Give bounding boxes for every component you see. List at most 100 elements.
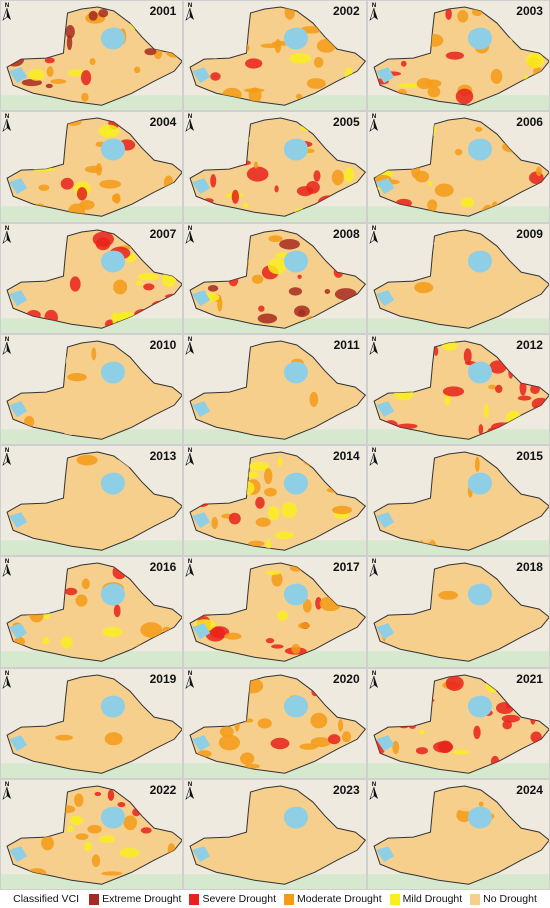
year-label: 2010 xyxy=(149,337,177,352)
drought-patch xyxy=(146,133,157,147)
drought-patch xyxy=(483,403,489,418)
svg-text:N: N xyxy=(371,226,375,232)
drought-patch xyxy=(98,124,120,138)
study-region xyxy=(373,451,549,551)
map-drawing xyxy=(367,229,549,333)
drought-patch xyxy=(243,203,249,209)
drought-patch xyxy=(474,127,483,133)
drought-patch xyxy=(149,191,166,206)
drought-patch xyxy=(244,763,261,769)
drought-patch xyxy=(222,39,230,55)
drought-patch xyxy=(248,540,265,547)
drought-patch xyxy=(28,122,47,136)
drought-patch xyxy=(289,53,312,64)
svg-text:N: N xyxy=(371,3,375,9)
drought-patch xyxy=(28,68,46,81)
north-arrow-icon: N xyxy=(185,559,195,578)
river-water xyxy=(9,178,28,195)
legend-swatch-severe xyxy=(189,893,200,905)
north-arrow-icon: N xyxy=(369,448,378,466)
drought-patch xyxy=(137,272,160,281)
lake xyxy=(284,583,309,606)
drought-patch xyxy=(45,232,53,247)
drought-patch xyxy=(29,821,46,830)
study-region xyxy=(6,674,183,774)
drought-patch xyxy=(427,181,433,186)
svg-text:N: N xyxy=(5,114,9,120)
year-label: 2006 xyxy=(516,115,543,130)
map-panel-2022: N 2022 xyxy=(0,778,184,890)
drought-patch xyxy=(303,454,324,467)
drought-patch xyxy=(535,166,542,177)
drought-patch xyxy=(347,582,363,592)
north-arrow-icon: N xyxy=(185,448,195,466)
drought-patch xyxy=(315,597,323,610)
year-label: 2004 xyxy=(149,115,177,130)
drought-patch xyxy=(400,60,407,67)
drought-patch xyxy=(294,305,311,317)
drought-patch xyxy=(30,507,48,515)
north-arrow-icon: N xyxy=(2,337,11,355)
year-label: 2002 xyxy=(332,4,360,18)
drought-patch xyxy=(317,38,337,53)
drought-patch xyxy=(104,731,123,745)
map-panel-2002: N 2002 xyxy=(183,0,367,112)
drought-patch xyxy=(271,644,284,649)
north-arrow-icon: N xyxy=(2,559,11,578)
drought-patch xyxy=(471,8,483,17)
north-arrow-icon: N xyxy=(185,671,195,689)
drought-patch xyxy=(75,833,89,840)
drought-patch xyxy=(315,458,320,472)
drought-patch xyxy=(257,312,278,323)
drought-patch xyxy=(402,129,409,136)
drought-patch xyxy=(382,354,404,367)
year-label: 2023 xyxy=(332,782,360,797)
drought-patch xyxy=(266,570,281,576)
map-panel-2007: N 2007 xyxy=(0,222,184,334)
study-region xyxy=(373,562,549,662)
north-arrow-icon: N xyxy=(2,671,11,689)
study-region xyxy=(373,674,549,774)
drought-patch xyxy=(517,395,532,401)
drought-patch xyxy=(325,127,339,143)
drought-patch xyxy=(418,145,428,156)
drought-patch xyxy=(203,198,215,203)
drought-patch xyxy=(340,819,360,824)
svg-text:N: N xyxy=(371,559,375,565)
year-label: 2014 xyxy=(332,449,360,463)
drought-patch xyxy=(306,181,321,194)
drought-patch xyxy=(66,35,73,51)
drought-patch xyxy=(61,636,73,649)
drought-patch xyxy=(342,730,352,742)
study-region xyxy=(189,785,366,885)
drought-patch xyxy=(268,506,280,521)
drought-patch xyxy=(474,456,480,472)
drought-patch xyxy=(414,171,429,183)
north-arrow-icon: N xyxy=(369,114,378,133)
drought-patch xyxy=(69,275,81,292)
drought-patch xyxy=(30,460,38,475)
drought-patch xyxy=(415,746,428,754)
lake xyxy=(100,250,125,273)
drought-patch xyxy=(309,391,319,407)
drought-patch xyxy=(501,141,520,153)
map-drawing xyxy=(1,340,183,444)
drought-patch xyxy=(298,622,311,630)
drought-patch xyxy=(255,496,266,509)
drought-patch xyxy=(460,197,474,208)
north-arrow-icon: N xyxy=(369,337,378,355)
drought-patch xyxy=(65,25,75,39)
river-water xyxy=(192,734,211,751)
lake xyxy=(467,695,492,718)
drought-patch xyxy=(245,58,263,69)
drought-patch xyxy=(332,169,345,186)
drought-patch xyxy=(240,751,255,765)
map-panel-2011: N 2011 xyxy=(183,333,367,445)
drought-patch xyxy=(255,351,266,367)
drought-patch xyxy=(331,861,346,872)
lake xyxy=(284,27,309,50)
drought-patch xyxy=(420,530,433,544)
legend-label-moderate: Moderate Drought xyxy=(297,893,382,905)
study-region xyxy=(6,785,183,885)
